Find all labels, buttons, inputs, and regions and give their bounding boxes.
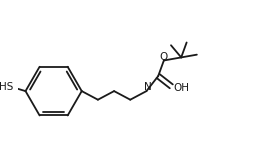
Text: HS: HS	[0, 82, 13, 92]
Text: OH: OH	[173, 83, 189, 92]
Text: O: O	[160, 52, 168, 62]
Text: N: N	[144, 82, 152, 92]
